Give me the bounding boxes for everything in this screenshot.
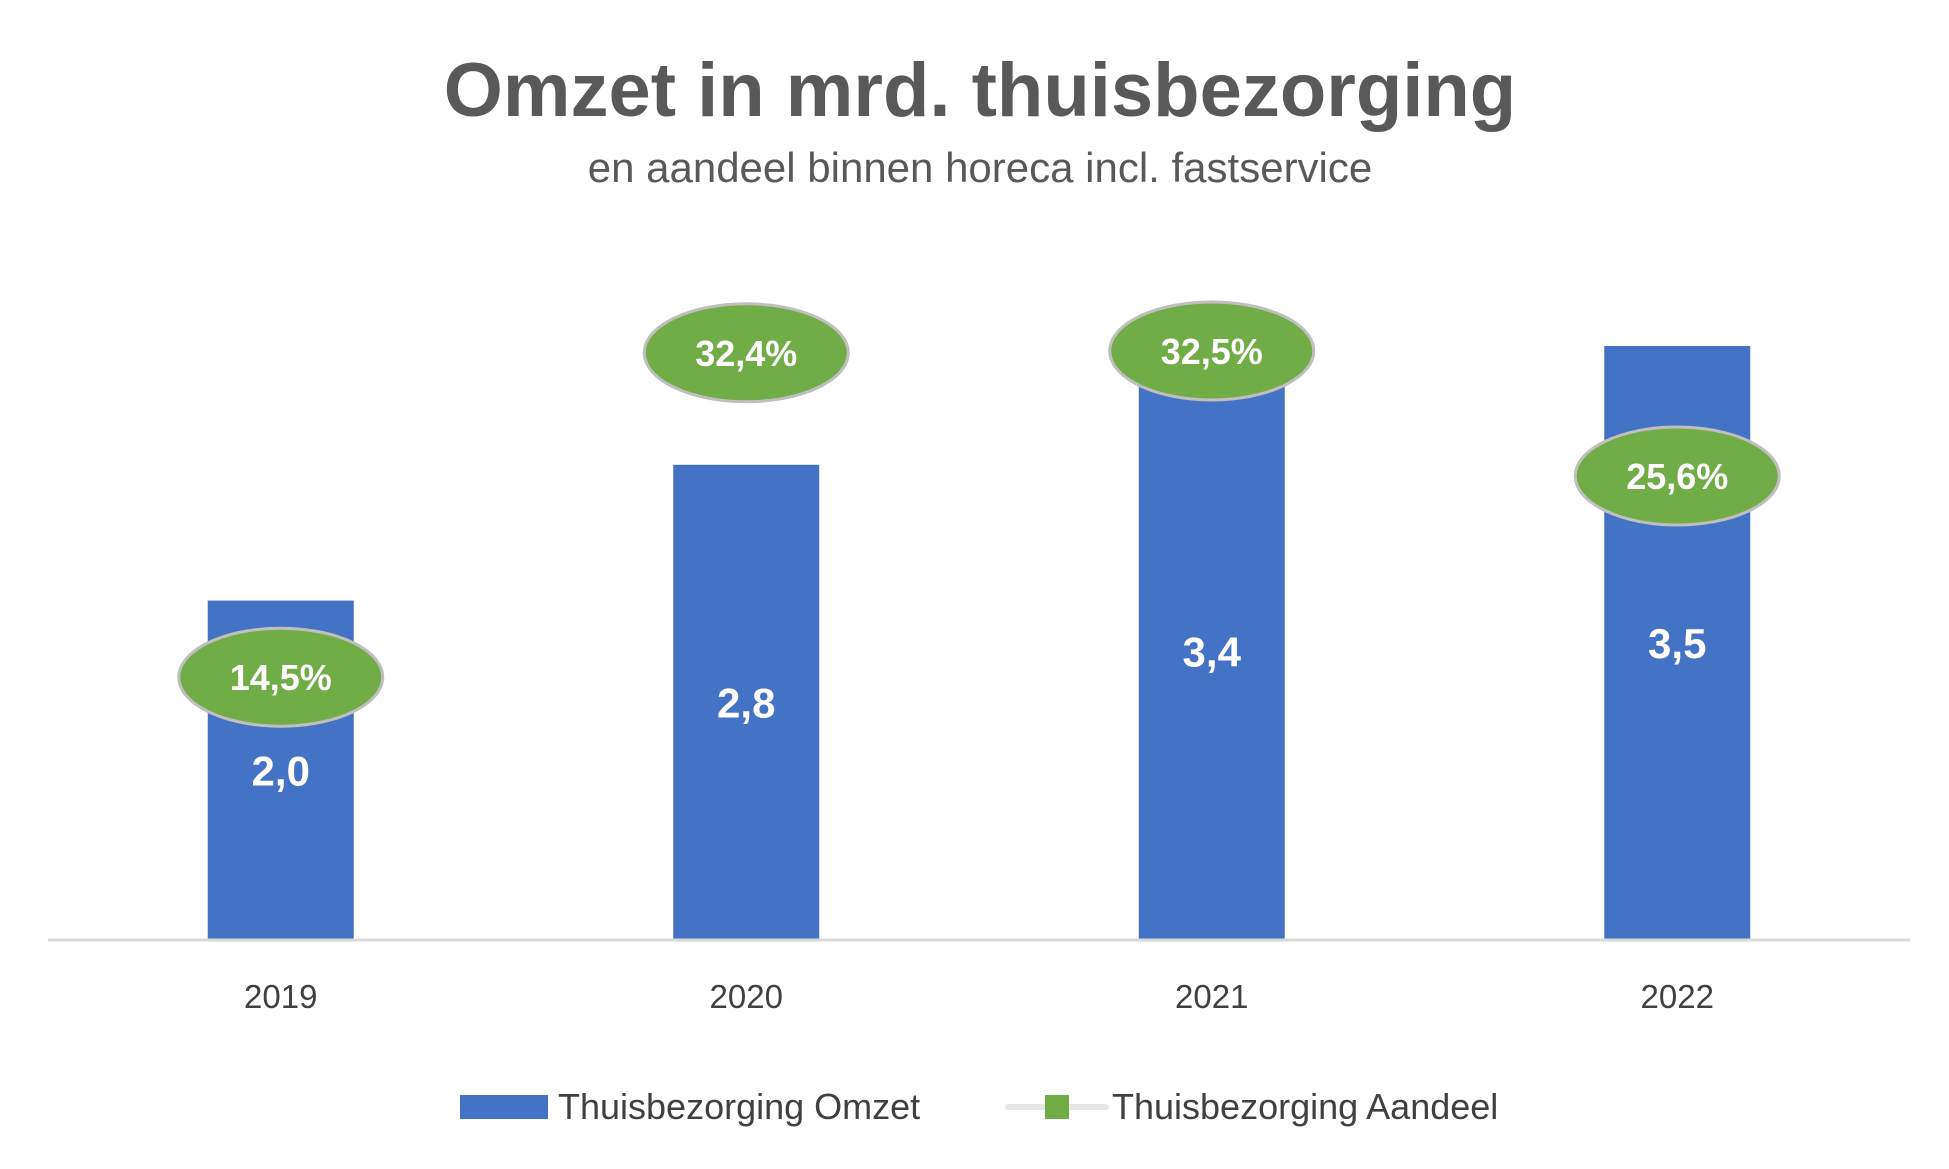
share-value-label-2022: 25,6% xyxy=(1626,456,1728,497)
share-value-label-2019: 14,5% xyxy=(230,657,332,698)
x-tick-label-2022: 2022 xyxy=(1641,978,1714,1015)
chart-subtitle: en aandeel binnen horeca incl. fastservi… xyxy=(588,144,1373,191)
legend-label-omzet: Thuisbezorging Omzet xyxy=(558,1086,920,1127)
legend-swatch-aandeel xyxy=(1045,1095,1069,1119)
chart-title: Omzet in mrd. thuisbezorging xyxy=(444,48,1516,133)
bar-value-label-2022: 3,5 xyxy=(1648,620,1706,667)
legend: Thuisbezorging Omzet Thuisbezorging Aand… xyxy=(460,1086,1498,1127)
x-tick-label-2021: 2021 xyxy=(1175,978,1248,1015)
share-bubble-2019 xyxy=(177,626,385,728)
bar-value-label-2019: 2,0 xyxy=(252,747,310,794)
bar-series xyxy=(207,346,1751,940)
bar-value-label-2021: 3,4 xyxy=(1183,628,1242,675)
share-marker-2022: 25,6% xyxy=(1573,425,1781,527)
bar-labels: 2,0 2,8 3,4 3,5 xyxy=(252,620,1707,794)
share-marker-2020: 32,4% xyxy=(642,302,850,404)
share-value-label-2021: 32,5% xyxy=(1161,331,1263,372)
legend-label-aandeel: Thuisbezorging Aandeel xyxy=(1112,1086,1498,1127)
legend-swatch-omzet xyxy=(460,1095,548,1119)
x-axis-tick-labels: 2019 2020 2021 2022 xyxy=(244,978,1714,1015)
share-series: 14,5% 32,4% 32,5% 25,6% xyxy=(177,300,1781,728)
bar-value-label-2020: 2,8 xyxy=(717,679,775,726)
bar-2021 xyxy=(1138,362,1285,940)
share-value-label-2020: 32,4% xyxy=(695,333,797,374)
share-bubble-2020 xyxy=(642,302,850,404)
bar-2020 xyxy=(673,464,820,940)
x-tick-label-2020: 2020 xyxy=(710,978,783,1015)
share-bubble-2021 xyxy=(1108,300,1316,402)
x-tick-label-2019: 2019 xyxy=(244,978,317,1015)
share-bubble-2022 xyxy=(1573,425,1781,527)
share-marker-2021: 32,5% xyxy=(1108,300,1316,402)
share-marker-2019: 14,5% xyxy=(177,626,385,728)
